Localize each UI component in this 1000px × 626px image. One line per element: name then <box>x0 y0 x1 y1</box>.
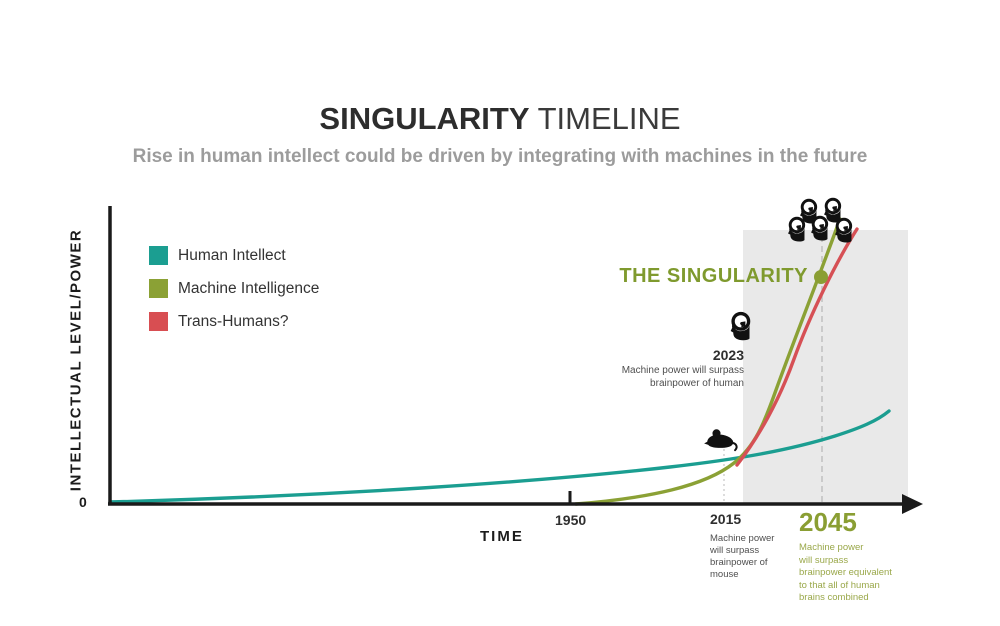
milestone-2023-text: Machine power will surpass <box>621 365 744 376</box>
milestone-2015-text: mouse <box>710 569 739 580</box>
legend-label: Trans-Humans? <box>178 312 289 330</box>
x-axis-arrowhead <box>902 494 923 514</box>
origin-label: 0 <box>79 494 87 510</box>
milestone-2045: 2045 Machine power will surpass brainpow… <box>799 507 892 605</box>
milestone-2045-text: brainpower equivalent <box>799 567 892 578</box>
legend-label: Machine Intelligence <box>178 279 320 297</box>
title-rest: TIMELINE <box>529 101 681 136</box>
legend-swatch-olive <box>149 279 168 298</box>
milestone-2045-text: brains combined <box>799 592 869 603</box>
milestone-2015-text: will surpass <box>710 545 760 556</box>
milestone-2045-text: to that all of human <box>799 579 880 591</box>
legend-label: Human Intellect <box>178 246 286 264</box>
singularity-heads-icon <box>786 197 853 244</box>
legend-item-trans-humans: Trans-Humans? <box>149 312 319 331</box>
milestone-2015-text: Machine power <box>710 533 775 544</box>
axes <box>108 206 923 514</box>
legend-item-human-intellect: Human Intellect <box>149 246 319 265</box>
milestone-2023-year: 2023 <box>712 347 744 363</box>
legend-swatch-red <box>149 312 168 331</box>
milestone-2045-text: will surpass <box>799 554 849 566</box>
mouse-icon <box>703 428 738 452</box>
legend-item-machine-intelligence: Machine Intelligence <box>149 279 319 298</box>
page-subtitle: Rise in human intellect could be driven … <box>132 146 868 167</box>
milestone-1950-year: 1950 <box>555 512 587 528</box>
page-title: SINGULARITY TIMELINE <box>0 101 1000 137</box>
milestone-2015-year: 2015 <box>710 511 742 527</box>
milestone-2023-text: brainpower of human <box>650 377 744 389</box>
milestone-2023: 2023 Machine power will surpass brainpow… <box>592 347 744 390</box>
milestone-2015-text: brainpower of <box>710 557 768 568</box>
milestone-2045-year: 2045 <box>799 507 857 537</box>
human-head-brain-icon <box>728 311 752 342</box>
x-axis-label: TIME <box>480 528 524 545</box>
trans-humans-curve <box>735 227 859 467</box>
human-intellect-curve <box>108 409 891 504</box>
legend-swatch-teal <box>149 246 168 265</box>
legend: Human Intellect Machine Intelligence Tra… <box>149 246 319 345</box>
title-emphasis: SINGULARITY <box>319 101 530 136</box>
y-axis-label: INTELLECTUAL LEVEL/POWER <box>67 228 85 492</box>
singularity-point <box>814 270 828 284</box>
milestone-2015: 2015 Machine power will surpass brainpow… <box>710 511 774 581</box>
future-region <box>743 230 908 503</box>
singularity-label: THE SINGULARITY <box>619 265 808 287</box>
milestone-2045-text: Machine power <box>799 542 864 553</box>
